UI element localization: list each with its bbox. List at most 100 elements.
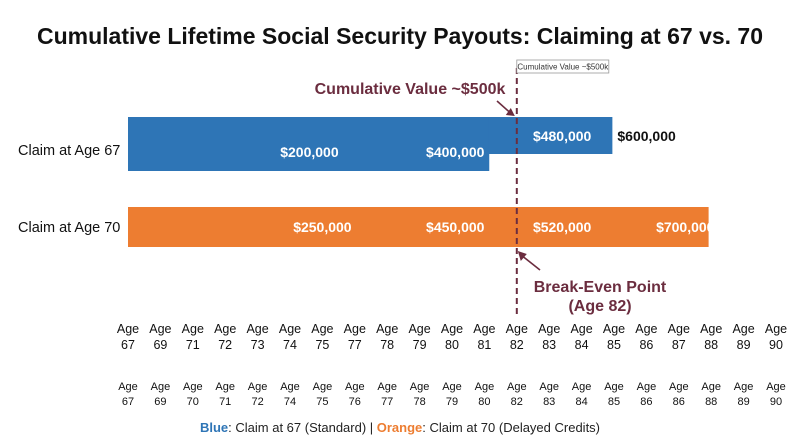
legend-orange-word: Orange — [376, 420, 423, 435]
x-tick-label-prefix-secondary: Age — [766, 381, 786, 393]
x-tick-label: 85 — [607, 338, 621, 352]
x-tick-label: 71 — [186, 338, 200, 352]
x-tick-label-prefix: Age — [376, 322, 398, 336]
x-tick-label-prefix-secondary: Age — [345, 381, 365, 393]
x-tick-label: 67 — [121, 338, 135, 352]
x-tick-label-secondary: 70 — [187, 396, 199, 408]
x-tick-label-prefix-secondary: Age — [507, 381, 527, 393]
x-tick-label-secondary: 79 — [446, 396, 458, 408]
x-tick-label-secondary: 85 — [608, 396, 620, 408]
x-tick-label: 80 — [445, 338, 459, 352]
x-tick-label-secondary: 86 — [673, 396, 685, 408]
reference-box-label: Cumulative Value ~$500k — [517, 63, 609, 72]
bar-segment-blue-2 — [488, 117, 613, 154]
x-tick-label: 83 — [542, 338, 556, 352]
x-tick-label: 82 — [510, 338, 524, 352]
x-tick-label-prefix: Age — [668, 322, 690, 336]
annotation-arrowhead-bottom — [517, 251, 527, 261]
x-tick-label-prefix: Age — [570, 322, 592, 336]
x-tick-label-prefix: Age — [246, 322, 268, 336]
x-tick-label-prefix: Age — [117, 322, 139, 336]
x-tick-label-secondary: 67 — [122, 396, 134, 408]
bar-value-label: $200,000 — [280, 144, 339, 160]
x-tick-label: 77 — [348, 338, 362, 352]
x-tick-label: 81 — [477, 338, 491, 352]
x-tick-label-secondary: 69 — [154, 396, 166, 408]
x-tick-label-prefix-secondary: Age — [539, 381, 559, 393]
x-tick-label-prefix-secondary: Age — [151, 381, 171, 393]
x-tick-label-prefix: Age — [408, 322, 430, 336]
x-tick-label-prefix: Age — [635, 322, 657, 336]
x-tick-label-secondary: 77 — [381, 396, 393, 408]
chart-legend: Blue: Claim at 67 (Standard) | Orange: C… — [0, 420, 800, 435]
x-tick-label-secondary: 74 — [284, 396, 296, 408]
x-tick-label-secondary: 76 — [349, 396, 361, 408]
x-tick-label-secondary: 80 — [478, 396, 490, 408]
x-tick-label-prefix: Age — [538, 322, 560, 336]
x-tick-label-secondary: 72 — [251, 396, 263, 408]
x-tick-label: 90 — [769, 338, 783, 352]
x-tick-label-prefix-secondary: Age — [475, 381, 495, 393]
x-tick-label: 75 — [315, 338, 329, 352]
x-tick-label-prefix-secondary: Age — [313, 381, 333, 393]
bar-value-label: $700,000 — [656, 219, 715, 235]
reference-box — [516, 59, 610, 74]
x-tick-label-prefix-secondary: Age — [734, 381, 754, 393]
category-label: Claim at Age 67 — [18, 143, 120, 159]
bar-value-label: $450,000 — [426, 219, 485, 235]
x-tick-label-secondary: 71 — [219, 396, 231, 408]
x-tick-label: 78 — [380, 338, 394, 352]
x-tick-label-prefix-secondary: Age — [637, 381, 657, 393]
x-tick-label-secondary: 78 — [413, 396, 425, 408]
x-tick-label-prefix: Age — [700, 322, 722, 336]
x-tick-label-prefix: Age — [473, 322, 495, 336]
x-tick-label: 72 — [218, 338, 232, 352]
annotation-cumulative-value: Cumulative Value ~$500k — [315, 81, 506, 98]
x-tick-label: 79 — [413, 338, 427, 352]
x-tick-label-secondary: 90 — [770, 396, 782, 408]
annotation-arrowhead-top — [505, 108, 515, 116]
x-tick-label-prefix-secondary: Age — [183, 381, 203, 393]
annotation-break-even-age: (Age 82) — [568, 298, 631, 315]
x-tick-label: 88 — [704, 338, 718, 352]
x-tick-label-prefix-secondary: Age — [410, 381, 430, 393]
x-tick-label-prefix: Age — [603, 322, 625, 336]
legend-orange-text: : Claim at 70 (Delayed Credits) — [422, 420, 601, 435]
x-tick-label-prefix: Age — [214, 322, 236, 336]
x-tick-label-secondary: 82 — [511, 396, 523, 408]
x-tick-label-prefix-secondary: Age — [118, 381, 138, 393]
x-tick-label-prefix: Age — [506, 322, 528, 336]
x-tick-label-secondary: 84 — [575, 396, 587, 408]
x-tick-label: 73 — [251, 338, 265, 352]
x-tick-label-secondary: 75 — [316, 396, 328, 408]
category-label: Claim at Age 70 — [18, 220, 120, 236]
x-tick-label: 74 — [283, 338, 297, 352]
bar-end-label: $600,000 — [617, 128, 676, 144]
x-tick-label-prefix-secondary: Age — [377, 381, 397, 393]
x-tick-label-prefix: Age — [344, 322, 366, 336]
x-tick-label: 84 — [575, 338, 589, 352]
x-tick-label: 69 — [153, 338, 167, 352]
x-tick-label-prefix: Age — [732, 322, 754, 336]
legend-blue-word: Blue — [199, 420, 229, 435]
chart-title: Cumulative Lifetime Social Security Payo… — [37, 23, 763, 49]
x-tick-label-secondary: 89 — [737, 396, 749, 408]
x-tick-label-prefix-secondary: Age — [442, 381, 462, 393]
x-tick-label-prefix: Age — [149, 322, 171, 336]
x-tick-label-prefix-secondary: Age — [604, 381, 624, 393]
legend-blue-text: : Claim at 67 (Standard) | — [228, 420, 377, 435]
bar-segment-blue-1 — [128, 117, 490, 171]
x-tick-label-prefix-secondary: Age — [280, 381, 300, 393]
bar-segment-orange — [128, 207, 709, 247]
annotation-break-even: Break-Even Point — [534, 279, 667, 296]
x-tick-label-prefix-secondary: Age — [572, 381, 592, 393]
chart-canvas: Cumulative Lifetime Social Security Payo… — [18, 23, 787, 408]
x-tick-label-prefix: Age — [765, 322, 787, 336]
x-tick-label-prefix-secondary: Age — [669, 381, 689, 393]
x-tick-label-prefix-secondary: Age — [701, 381, 721, 393]
x-tick-label-secondary: 86 — [640, 396, 652, 408]
x-tick-label: 89 — [737, 338, 751, 352]
bar-value-label: $250,000 — [293, 219, 352, 235]
bar-value-label: $400,000 — [426, 144, 485, 160]
